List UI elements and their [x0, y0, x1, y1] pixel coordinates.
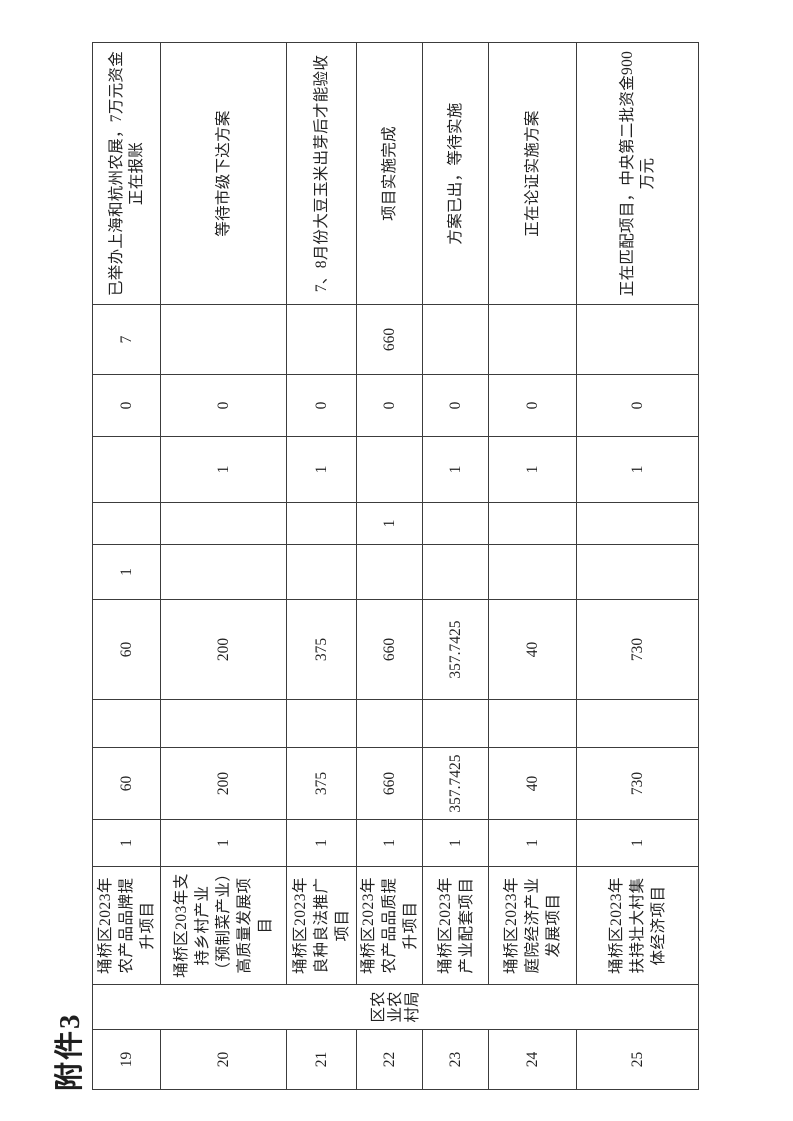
cell-col10: 1	[488, 436, 577, 503]
cell-col8	[356, 544, 423, 600]
cell-col4: 1	[576, 819, 699, 867]
cell-remark: 等待市级下达方案	[160, 42, 287, 305]
cell-col9	[92, 502, 161, 545]
cell-col7: 200	[160, 599, 287, 700]
table-row: 23 埇桥区2023年产业配套项目 1 357.7425 357.7425 1 …	[422, 42, 489, 1090]
cell-col8	[576, 544, 699, 600]
cell-project: 埇桥区2023年产业配套项目	[422, 866, 489, 985]
cell-col6	[286, 699, 357, 748]
cell-remark: 项目实施完成	[356, 42, 423, 305]
cell-col5: 60	[92, 747, 161, 820]
cell-col12: 7	[92, 304, 161, 375]
cell-col10	[356, 436, 423, 503]
cell-col10	[92, 436, 161, 503]
cell-col6	[160, 699, 287, 748]
cell-col6	[356, 699, 423, 748]
cell-col8	[488, 544, 577, 600]
cell-col4: 1	[286, 819, 357, 867]
cell-no: 19	[92, 1029, 161, 1090]
cell-col4: 1	[422, 819, 489, 867]
cell-col5: 40	[488, 747, 577, 820]
cell-col12	[160, 304, 287, 375]
table-row: 24 埇桥区2023年庭院经济产业发展项目 1 40 40 1 0 正在论证实施…	[488, 42, 577, 1090]
cell-col11: 0	[356, 374, 423, 437]
cell-col7: 357.7425	[422, 599, 489, 700]
cell-col11: 0	[576, 374, 699, 437]
cell-col11: 0	[160, 374, 287, 437]
cell-no: 20	[160, 1029, 287, 1090]
cell-remark: 方案已出，等待实施	[422, 42, 489, 305]
cell-col11: 0	[488, 374, 577, 437]
cell-col10: 1	[160, 436, 287, 503]
cell-col4: 1	[356, 819, 423, 867]
table-row: 19 区农业农村局 埇桥区2023年农产品品牌提升项目 1 60 60 1 0 …	[92, 42, 699, 1090]
cell-col9	[576, 502, 699, 545]
cell-col9	[488, 502, 577, 545]
cell-remark: 已举办上海和杭州农展，7万元资金正在报账	[92, 42, 161, 305]
cell-project: 埇桥区2023年庭院经济产业发展项目	[488, 866, 577, 985]
cell-no: 24	[488, 1029, 577, 1090]
attachment-label: 附件3	[54, 1012, 86, 1091]
cell-col11: 0	[92, 374, 161, 437]
cell-col10: 1	[286, 436, 357, 503]
cell-col12	[422, 304, 489, 375]
cell-project: 埇桥区2023年扶持壮大村集体经济项目	[576, 866, 699, 985]
cell-col7: 660	[356, 599, 423, 700]
cell-col5: 730	[576, 747, 699, 820]
cell-col5: 357.7425	[422, 747, 489, 820]
cell-col12	[488, 304, 577, 375]
cell-remark: 正在匹配项目，中央第二批资金900万元	[576, 42, 699, 305]
cell-no: 22	[356, 1029, 423, 1090]
cell-remark: 7、8月份大豆玉米出芽后才能验收	[286, 42, 357, 305]
cell-remark: 正在论证实施方案	[488, 42, 577, 305]
cell-col7: 730	[576, 599, 699, 700]
cell-col7: 375	[286, 599, 357, 700]
cell-col9: 1	[356, 502, 423, 545]
cell-project: 埇桥区2023年农产品品牌提升项目	[92, 866, 161, 985]
cell-col8	[422, 544, 489, 600]
cell-col6	[488, 699, 577, 748]
table-row: 25 埇桥区2023年扶持壮大村集体经济项目 1 730 730 1 0 正在匹…	[576, 42, 699, 1090]
cell-col11: 0	[422, 374, 489, 437]
cell-col12	[286, 304, 357, 375]
cell-col12: 660	[356, 304, 423, 375]
cell-col5: 660	[356, 747, 423, 820]
cell-col6	[92, 699, 161, 748]
cell-no: 21	[286, 1029, 357, 1090]
table-row: 21 埇桥区2023年良种良法推广项目 1 375 375 1 0 7、8月份大…	[286, 42, 357, 1090]
cell-col5: 375	[286, 747, 357, 820]
cell-col4: 1	[160, 819, 287, 867]
cell-col10: 1	[422, 436, 489, 503]
cell-col12	[576, 304, 699, 375]
cell-no: 23	[422, 1029, 489, 1090]
cell-col5: 200	[160, 747, 287, 820]
cell-col10: 1	[576, 436, 699, 503]
cell-col4: 1	[488, 819, 577, 867]
cell-project: 埇桥区2023年农产品品质提升项目	[356, 866, 423, 985]
cell-col8	[286, 544, 357, 600]
cell-col11: 0	[286, 374, 357, 437]
cell-no: 25	[576, 1029, 699, 1090]
cell-col8: 1	[92, 544, 161, 600]
table-row: 20 埇桥区203年支持乡村产业（预制菜产业）高质量发展项目 1 200 200…	[160, 42, 287, 1090]
cell-col7: 60	[92, 599, 161, 700]
cell-col4: 1	[92, 819, 161, 867]
cell-col8	[160, 544, 287, 600]
funding-table: 19 区农业农村局 埇桥区2023年农产品品牌提升项目 1 60 60 1 0 …	[92, 42, 699, 1090]
cell-col9	[422, 502, 489, 545]
cell-col9	[160, 502, 287, 545]
cell-col9	[286, 502, 357, 545]
cell-project: 埇桥区203年支持乡村产业（预制菜产业）高质量发展项目	[160, 866, 287, 985]
cell-col7: 40	[488, 599, 577, 700]
cell-col6	[422, 699, 489, 748]
cell-project: 埇桥区2023年良种良法推广项目	[286, 866, 357, 985]
cell-col6	[576, 699, 699, 748]
cell-unit: 区农业农村局	[92, 984, 699, 1030]
table-row: 22 埇桥区2023年农产品品质提升项目 1 660 660 1 0 660 项…	[356, 42, 423, 1090]
